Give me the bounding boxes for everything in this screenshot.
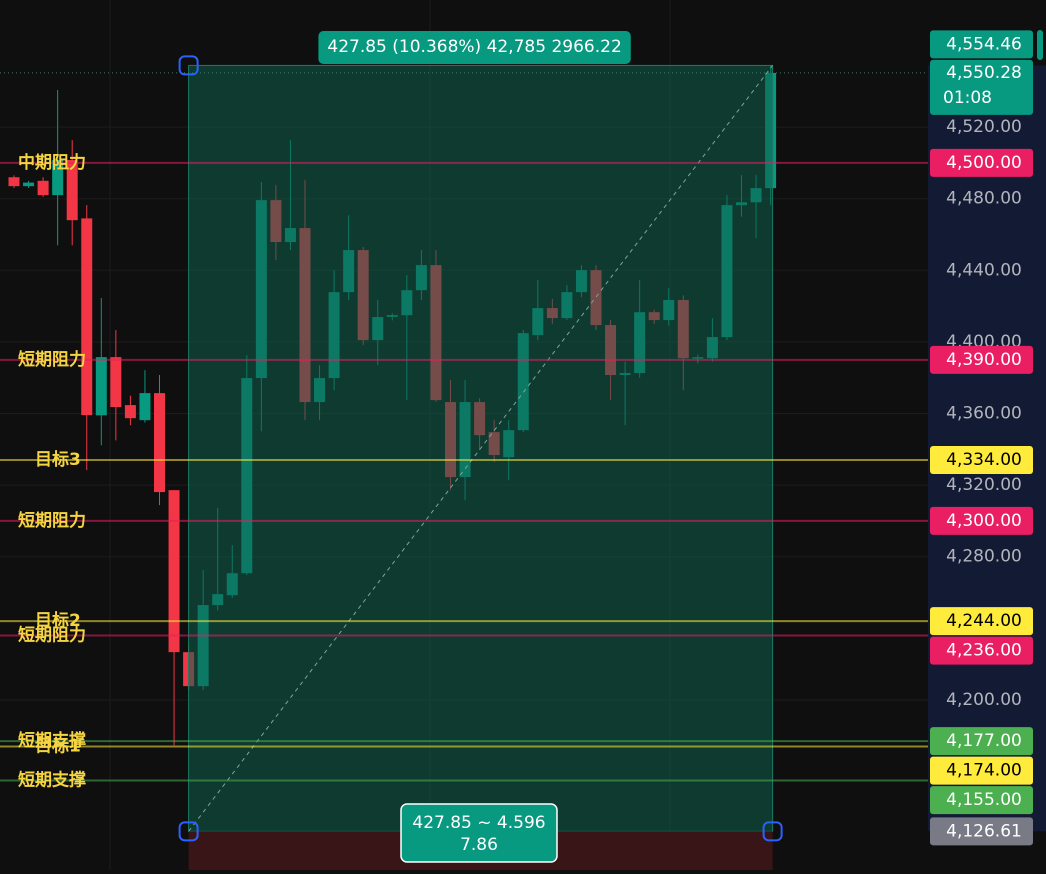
level-name: 短期阻力 xyxy=(18,510,86,531)
price-tag xyxy=(930,506,1033,535)
price-tag xyxy=(930,786,1033,815)
candle-body xyxy=(23,182,35,187)
candle-body xyxy=(154,393,165,493)
level-name: 目标2 xyxy=(35,610,81,631)
level-name: 短期阻力 xyxy=(18,624,86,645)
price-tag-label: 4,155.00 xyxy=(946,790,1022,810)
price-tag xyxy=(930,727,1033,756)
y-tick-label: 4,280.00 xyxy=(946,547,1022,567)
candle-body xyxy=(168,490,180,653)
last-price-tag xyxy=(930,59,1033,115)
y-tick-label: 4,320.00 xyxy=(946,475,1022,495)
candle-body xyxy=(110,357,122,408)
y-tick-label: 4,200.00 xyxy=(946,690,1022,710)
measure-bottom-box xyxy=(400,803,558,863)
last-price-label: 4,550.28 xyxy=(946,63,1022,83)
price-tag xyxy=(930,636,1033,665)
measure-bottom-label: 7.86 xyxy=(460,835,498,855)
price-tag-label: 4,177.00 xyxy=(946,731,1022,751)
y-tick-label: 4,520.00 xyxy=(946,117,1022,137)
level-name: 中期阻力 xyxy=(18,152,86,173)
price-tag xyxy=(930,148,1033,177)
measure-top-box xyxy=(318,31,631,64)
price-tag xyxy=(930,817,1033,846)
price-tag-label: 4,390.00 xyxy=(946,350,1022,370)
candle-body xyxy=(139,393,151,421)
measure-diagonal xyxy=(188,65,773,832)
level-name: 目标3 xyxy=(35,449,81,470)
price-tag-label: 4,300.00 xyxy=(946,511,1022,531)
y-tick-label: 4,480.00 xyxy=(946,189,1022,209)
countdown: 01:08 xyxy=(943,88,992,108)
scroll-marker xyxy=(1037,30,1043,60)
measure-handle xyxy=(178,821,199,842)
price-tag-label: 4,500.00 xyxy=(946,153,1022,173)
candle-body xyxy=(37,180,49,196)
y-tick-label: 4,440.00 xyxy=(946,260,1022,280)
candle-body xyxy=(66,160,78,221)
measure-handle xyxy=(178,55,199,76)
candle-body xyxy=(95,357,107,416)
price-tag xyxy=(930,446,1033,475)
candle-body xyxy=(124,405,136,419)
price-tag xyxy=(930,345,1033,374)
price-tag-label: 4,174.00 xyxy=(946,761,1022,781)
level-name: 短期阻力 xyxy=(18,349,86,370)
price-tag-label: 4,126.61 xyxy=(946,821,1022,841)
price-tag xyxy=(930,756,1033,785)
measure-bottom-label: 427.85 ~ 4.596 xyxy=(412,813,545,833)
price-tag-label: 4,334.00 xyxy=(946,450,1022,470)
measure-handle xyxy=(762,821,783,842)
candle-body xyxy=(8,177,20,187)
high-tag-label: 4,554.46 xyxy=(946,34,1022,54)
price-tag-label: 4,244.00 xyxy=(946,611,1022,631)
measure-top-label: 427.85 (10.368%) 42,785 2966.22 xyxy=(327,37,621,57)
level-name: 短期支撑 xyxy=(18,769,86,790)
candle-body xyxy=(81,218,93,416)
candle-body xyxy=(52,160,64,196)
level-name: 目标1 xyxy=(35,735,81,756)
y-tick-label: 4,360.00 xyxy=(946,404,1022,424)
price-tag xyxy=(930,607,1033,636)
high-tag xyxy=(930,30,1033,59)
price-tag-label: 4,236.00 xyxy=(946,641,1022,661)
